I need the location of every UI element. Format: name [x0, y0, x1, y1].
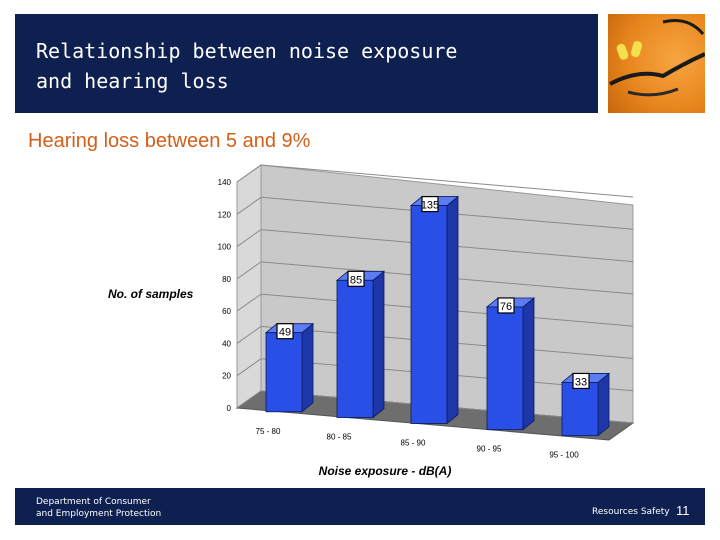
footer-brand: Resources Safety [592, 507, 670, 517]
gridline [236, 196, 262, 215]
page-number: 11 [676, 503, 690, 518]
svg-text:33: 33 [575, 376, 587, 388]
svg-text:135: 135 [421, 200, 439, 212]
gridline [260, 164, 634, 198]
gridline [236, 261, 262, 280]
footer-bar [15, 488, 705, 525]
y-tick-label: 120 [218, 210, 232, 219]
svg-text:49: 49 [279, 327, 291, 339]
y-tick-label: 40 [222, 339, 231, 348]
svg-text:85: 85 [350, 274, 362, 286]
x-tick-label: 95 - 100 [549, 451, 579, 460]
data-label: 135 [421, 195, 439, 213]
photo-safety-gear [608, 14, 705, 113]
data-label: 85 [347, 270, 365, 287]
y-tick-label: 100 [218, 243, 232, 252]
bar [264, 322, 315, 413]
gridline [236, 229, 262, 247]
x-axis-label: Noise exposure - dB(A) [319, 464, 452, 478]
data-label: 33 [572, 372, 590, 390]
x-tick-label: 85 - 90 [401, 439, 426, 448]
header-bar [15, 14, 598, 113]
data-label: 49 [276, 323, 294, 340]
footer-department: Department of Consumer and Employment Pr… [36, 497, 162, 519]
gridline [236, 164, 262, 183]
gridline [236, 326, 262, 344]
gridline [236, 358, 262, 377]
y-axis-label: No. of samples [108, 287, 194, 301]
gridline [236, 390, 262, 409]
safety-glasses-earplugs-icon [609, 19, 705, 97]
slide-title: Relationship between noise exposure and … [36, 39, 458, 93]
x-tick-label: 80 - 85 [327, 433, 352, 442]
y-tick-label: 80 [222, 275, 231, 284]
bar [335, 270, 386, 419]
x-tick-label: 90 - 95 [477, 445, 502, 454]
y-tick-label: 140 [218, 178, 232, 187]
y-tick-label: 60 [222, 307, 231, 316]
slide-subtitle: Hearing loss between 5 and 9% [28, 130, 311, 152]
svg-text:76: 76 [500, 301, 512, 313]
bar [485, 297, 536, 431]
chart-side-wall [236, 164, 262, 409]
data-label: 76 [497, 297, 515, 314]
bar [409, 195, 460, 425]
gridline [236, 293, 262, 312]
y-tick-label: 0 [227, 404, 232, 413]
y-tick-label: 20 [222, 372, 231, 381]
x-tick-label: 75 - 80 [256, 427, 281, 436]
